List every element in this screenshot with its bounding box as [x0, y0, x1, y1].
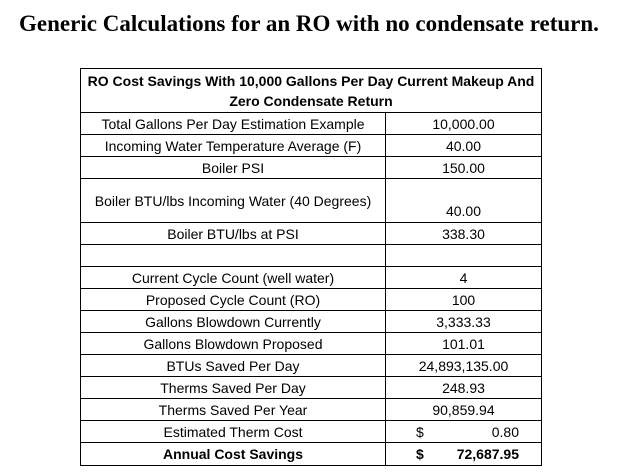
table-row-total: Annual Cost Savings $ 72,687.95	[81, 443, 541, 465]
row-label: Proposed Cycle Count (RO)	[81, 289, 386, 310]
row-label: Boiler PSI	[81, 157, 386, 178]
row-label: Gallons Blowdown Currently	[81, 311, 386, 332]
table-row: Current Cycle Count (well water) 4	[81, 267, 541, 289]
row-label: Incoming Water Temperature Average (F)	[81, 135, 386, 156]
row-value	[386, 245, 541, 266]
row-label: Total Gallons Per Day Estimation Example	[81, 113, 386, 134]
row-value: 90,859.94	[432, 401, 495, 418]
table-row: Boiler BTU/lbs Incoming Water (40 Degree…	[81, 179, 541, 223]
currency-symbol: $	[416, 446, 424, 462]
table-header: RO Cost Savings With 10,000 Gallons Per …	[81, 69, 541, 113]
table-row: Proposed Cycle Count (RO) 100	[81, 289, 541, 311]
row-value: 40.00	[445, 137, 482, 154]
row-label: Therms Saved Per Year	[81, 399, 386, 420]
amount: 0.80	[491, 423, 519, 440]
row-value: 40.00	[445, 203, 482, 219]
table-row: Estimated Therm Cost $ 0.80	[81, 421, 541, 443]
row-value: 3,333.33	[436, 313, 491, 330]
row-label: Boiler BTU/lbs Incoming Water (40 Degree…	[81, 179, 386, 222]
row-value: 4	[459, 269, 468, 286]
row-label: Therms Saved Per Day	[81, 377, 386, 398]
row-value: 100	[451, 291, 476, 308]
row-value: 150.00	[442, 159, 485, 176]
row-label: Estimated Therm Cost	[81, 421, 386, 442]
row-value: 338.30	[442, 225, 485, 242]
savings-table: RO Cost Savings With 10,000 Gallons Per …	[80, 68, 542, 466]
amount: 72,687.95	[456, 446, 519, 462]
row-label: BTUs Saved Per Day	[81, 355, 386, 376]
table-row: Incoming Water Temperature Average (F) 4…	[81, 135, 541, 157]
row-value: $ 72,687.95	[386, 443, 541, 465]
table-row: BTUs Saved Per Day 24,893,135.00	[81, 355, 541, 377]
row-label: Current Cycle Count (well water)	[81, 267, 386, 288]
table-row: Gallons Blowdown Proposed 101.01	[81, 333, 541, 355]
row-value: 248.93	[442, 379, 485, 396]
currency-symbol: $	[416, 423, 424, 440]
table-row: Total Gallons Per Day Estimation Example…	[81, 113, 541, 135]
table-row: Boiler PSI 150.00	[81, 157, 541, 179]
row-value: $ 0.80	[386, 421, 541, 442]
page-title: Generic Calculations for an RO with no c…	[19, 11, 599, 36]
table-row: Therms Saved Per Day 248.93	[81, 377, 541, 399]
row-label: Annual Cost Savings	[81, 443, 386, 465]
table-row: Therms Saved Per Year 90,859.94	[81, 399, 541, 421]
table-row: Gallons Blowdown Currently 3,333.33	[81, 311, 541, 333]
table-row-blank	[81, 245, 541, 267]
row-value: 101.01	[442, 335, 485, 352]
row-value: 10,000.00	[432, 115, 495, 132]
row-label: Boiler BTU/lbs at PSI	[81, 223, 386, 244]
table-row: Boiler BTU/lbs at PSI 338.30	[81, 223, 541, 245]
row-label: Gallons Blowdown Proposed	[81, 333, 386, 354]
row-label	[81, 245, 386, 266]
row-value: 24,893,135.00	[418, 357, 509, 374]
